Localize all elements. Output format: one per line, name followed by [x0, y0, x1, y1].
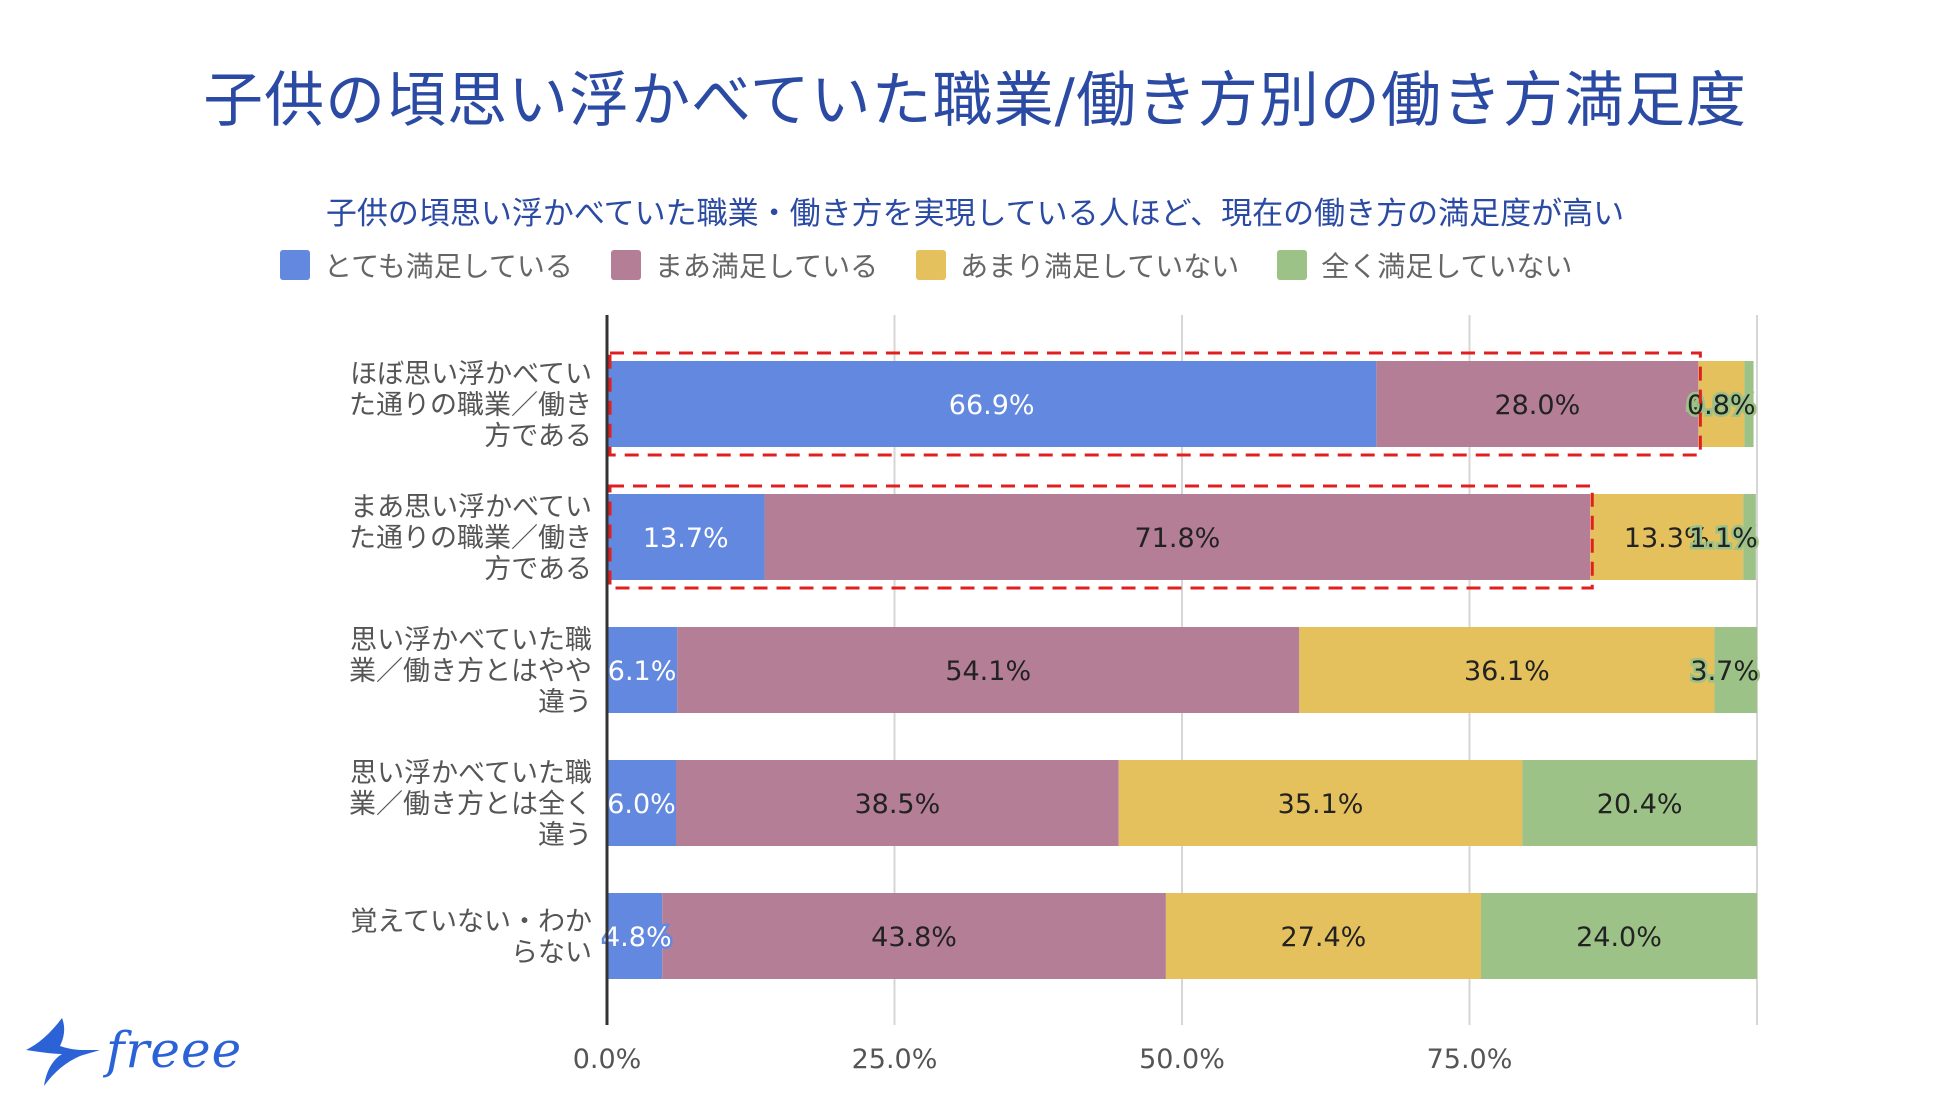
bar-segment	[1481, 893, 1757, 979]
data-label: 4.8%	[603, 922, 672, 953]
legend-swatch	[916, 250, 947, 280]
category-label: 思い浮かべていた職	[350, 758, 592, 789]
data-label: 66.9%	[949, 390, 1035, 421]
data-label: 28.0%	[1494, 390, 1580, 421]
legend-label: あまり満足していない	[960, 250, 1240, 283]
x-tick-label: 25.0%	[852, 1044, 938, 1075]
data-label: 1.1%	[1689, 523, 1758, 554]
freee-logo: freee	[22, 1010, 242, 1090]
bar-segment	[1744, 361, 1754, 447]
bar-segment	[1376, 361, 1699, 447]
highlight-box	[608, 351, 1702, 457]
bar-segment	[607, 361, 1377, 447]
legend-label: 全く満足していない	[1321, 250, 1573, 283]
bar-segment	[1118, 760, 1523, 846]
data-label: 20.4%	[1597, 789, 1683, 820]
data-label: 36.1%	[1464, 656, 1550, 687]
bar-segment	[1165, 893, 1481, 979]
legend-item-very-satisfied: とても満足している	[280, 245, 573, 285]
bar-segment	[607, 627, 678, 713]
data-label: 35.1%	[1278, 789, 1364, 820]
bar-segment	[1522, 760, 1757, 846]
data-label: 6.1%	[608, 656, 677, 687]
data-label: 71.8%	[1135, 523, 1221, 554]
bar-segment	[607, 760, 676, 846]
category-label: 方である	[484, 554, 592, 585]
legend-item-somewhat-satisfied: まあ満足している	[610, 245, 879, 285]
bar-segment	[676, 760, 1119, 846]
data-label: 27.4%	[1281, 922, 1367, 953]
category-label: 覚えていない・わか	[350, 907, 592, 938]
bar-segment	[662, 893, 1166, 979]
category-label: 業／働き方とはやや	[349, 656, 592, 687]
category-label: まあ思い浮かべてい	[350, 492, 592, 523]
page-title: 子供の頃思い浮かべていた職業/働き方別の働き方満足度	[203, 66, 1747, 136]
highlight-box	[608, 484, 1594, 590]
data-label: 43.8%	[871, 922, 957, 953]
legend-label: とても満足している	[324, 250, 573, 283]
legend-swatch	[1277, 250, 1308, 280]
category-label: 違う	[538, 687, 592, 718]
legend-label: まあ満足している	[654, 250, 879, 283]
bar-segment	[607, 494, 765, 580]
chart-legend: とても満足している まあ満足している あまり満足していない 全く満足していない	[280, 245, 1572, 285]
bar-segment	[1714, 627, 1757, 713]
category-label: た通りの職業／働き	[349, 390, 592, 421]
bar-segment	[764, 494, 1591, 580]
category-label: 思い浮かべていた職	[350, 625, 592, 656]
chart-subtitle: 子供の頃思い浮かべていた職業・働き方を実現している人ほど、現在の働き方の満足度が…	[325, 196, 1625, 232]
legend-swatch	[280, 250, 310, 280]
data-label: 54.1%	[945, 656, 1031, 687]
legend-swatch	[610, 250, 641, 280]
data-label: 13.3%	[1624, 523, 1710, 554]
category-label: た通りの職業／働き	[349, 523, 592, 554]
x-tick-label: 0.0%	[573, 1044, 642, 1075]
category-label: ほぼ思い浮かべてい	[350, 359, 592, 390]
logo-text: freee	[106, 1021, 243, 1079]
bird-logo-icon	[26, 1018, 100, 1086]
data-label: 3.7%	[1690, 656, 1759, 687]
legend-item-not-very-satisfied: あまり満足していない	[916, 245, 1239, 285]
data-label: 4.0%	[1687, 390, 1756, 421]
category-label: 業／働き方とは全く	[349, 789, 592, 820]
bar-segment	[1590, 494, 1744, 580]
x-tick-label: 50.0%	[1139, 1044, 1225, 1075]
data-label: 24.0%	[1576, 922, 1662, 953]
bar-segment	[1299, 627, 1715, 713]
bar-segment	[607, 893, 663, 979]
bar-segment	[677, 627, 1300, 713]
data-label: 6.0%	[607, 789, 676, 820]
legend-item-not-satisfied: 全く満足していない	[1277, 245, 1572, 285]
x-tick-label: 75.0%	[1427, 1044, 1513, 1075]
bar-segment	[1698, 361, 1745, 447]
data-label: 0.8%	[1687, 390, 1756, 421]
data-label: 13.7%	[643, 523, 729, 554]
bar-segment	[1743, 494, 1756, 580]
category-label: 方である	[484, 421, 592, 452]
category-label: らない	[511, 938, 592, 969]
data-label: 38.5%	[854, 789, 940, 820]
category-label: 違う	[538, 820, 592, 851]
